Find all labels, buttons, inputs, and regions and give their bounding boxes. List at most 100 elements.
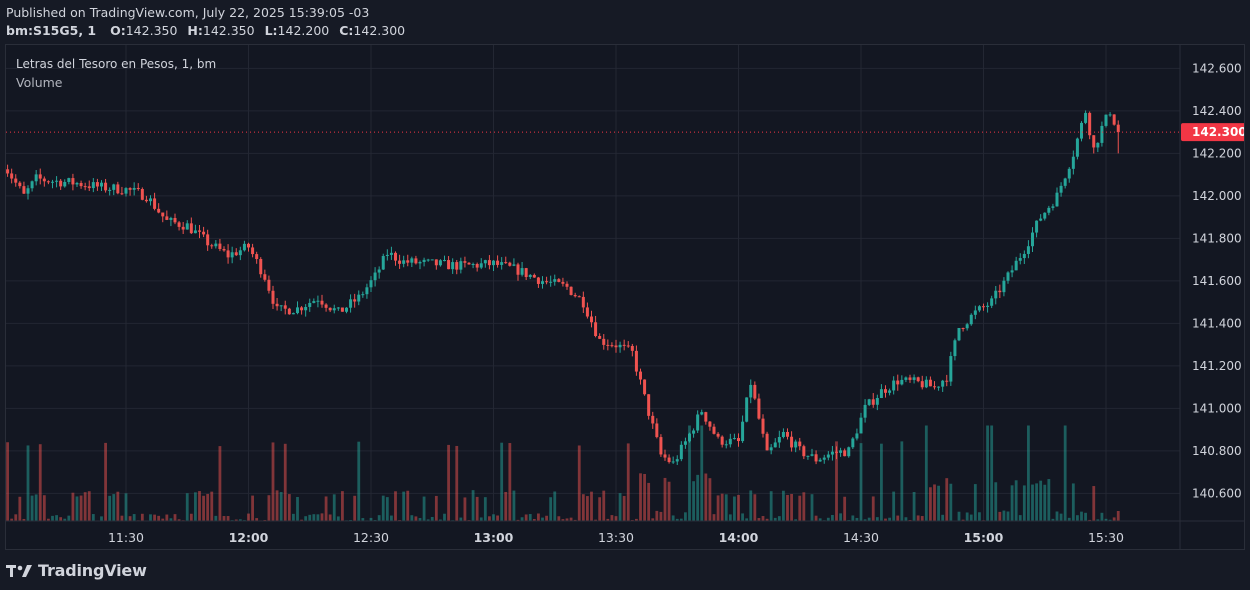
candle [728,433,732,448]
candle [1002,277,1006,297]
volume-bar [675,518,679,521]
candle [806,455,810,460]
legend-title: Letras del Tesoro en Pesos, 1, bm [16,57,217,71]
candle-body [1108,114,1112,116]
candle-body [806,455,810,457]
volume-bar [140,513,144,521]
brand-name: TradingView [38,561,147,580]
volume-bar [492,514,495,521]
candle [508,261,512,267]
volume-bar [320,513,324,521]
candle-body [1031,232,1034,247]
ohlc-readout: bm:S15G5, 1 O:142.350 H:142.350 L:142.20… [6,23,411,38]
volume-bar [916,515,920,521]
volume-bar [124,493,128,521]
volume-bar [459,517,463,521]
chart-panel[interactable]: 142.600 142.400 142.200 142.000 141.800 141.6… [5,44,1245,550]
candle [814,450,818,465]
candle [982,303,985,311]
volume-bar [528,514,532,521]
candle-body [349,299,353,308]
volume-bar [30,495,34,521]
volume-bar [900,441,904,521]
candle-body [712,426,716,434]
candle [279,305,283,312]
candle-body [226,250,230,258]
volume-bar [10,518,14,521]
volume-bar [377,515,381,521]
volume-bar [590,491,593,521]
candle-body [291,313,295,315]
price-tick-label: 141.800 [1192,231,1242,245]
volume-bar [855,517,859,521]
candle [455,259,459,275]
candle [826,451,830,461]
candle [1096,142,1100,153]
candle [349,294,353,313]
volume-bar [26,445,30,521]
candle [1075,137,1079,160]
volume-bar [6,442,9,521]
volume-bar [169,518,173,521]
candle [230,246,234,264]
candle-body [863,404,867,418]
candle [181,221,185,234]
volume-bar [42,495,46,521]
volume-bar [765,518,769,521]
volume-bar [332,494,336,521]
footer-brand[interactable]: TradingView [6,561,147,580]
candle [594,315,598,338]
candle-body [447,260,451,270]
candle [283,300,287,315]
candle [14,174,18,187]
volume-bar [63,518,67,521]
candle-body [634,350,638,372]
candle-body [169,217,173,220]
volume-bar [1047,479,1051,521]
volume-bar [769,491,773,521]
candle [353,293,357,308]
volume-bar [1022,485,1026,521]
candle-body [937,386,941,388]
volume-bar [1051,518,1055,521]
candle-body [336,307,340,309]
candle [1014,256,1018,271]
candle-body [859,417,863,434]
candle-body [786,431,789,437]
candle [777,430,781,448]
candle [749,379,753,404]
candle [475,262,479,272]
candle [520,261,524,277]
chart-legend: Letras del Tesoro en Pesos, 1, bm Volume [16,57,216,90]
volume-bar [55,515,58,521]
candle-body [520,268,524,275]
candle-body [622,344,626,346]
price-chart[interactable]: 142.600 142.400 142.200 142.000 141.800 141.6… [6,45,1245,550]
candle [369,276,373,292]
candle-body [6,169,10,174]
volume-bar [798,495,802,521]
volume-bar [271,442,275,521]
volume-bar [708,478,712,521]
candle [287,307,291,315]
volume-bar [283,443,287,521]
candle-body [100,182,103,187]
volume-bar [651,518,655,521]
candle-body [508,262,512,266]
candle-body [128,188,132,190]
volume-bar [87,491,91,521]
candle [765,431,769,451]
volume-bar [51,515,54,521]
volume-bar [859,443,863,521]
candle [1006,271,1010,284]
candle [945,374,949,387]
volume-bar [1067,517,1071,521]
candle-body [688,433,691,442]
candle [222,246,226,252]
volume-bar [549,497,553,521]
volume-bar [998,511,1002,521]
candle [553,274,557,286]
candle-body [189,223,193,234]
price-tick-label: 141.200 [1192,359,1242,373]
candle [973,305,977,320]
